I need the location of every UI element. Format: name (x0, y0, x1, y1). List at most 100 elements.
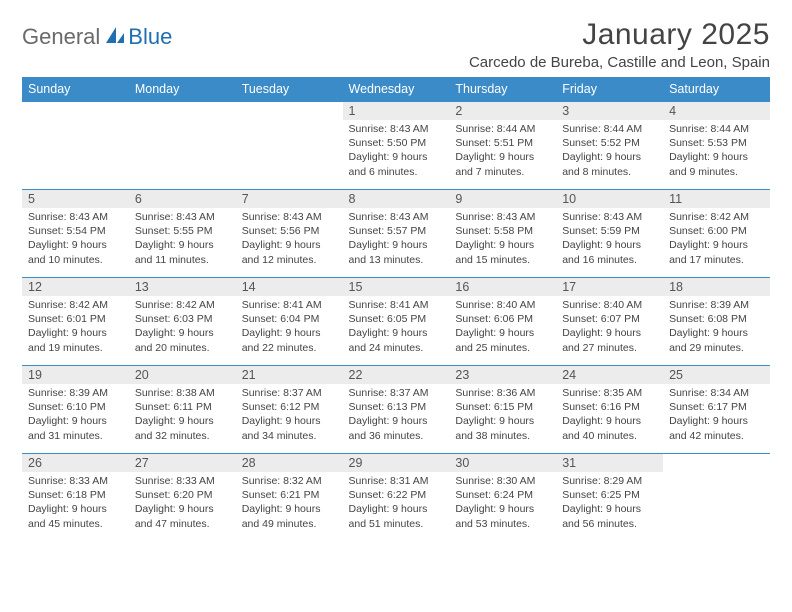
day-data: Sunrise: 8:43 AMSunset: 5:56 PMDaylight:… (236, 208, 343, 271)
daylight-label: Daylight: 9 hours and 6 minutes. (349, 150, 444, 178)
sunset-label: Sunset: 6:11 PM (135, 400, 230, 414)
daylight-label: Daylight: 9 hours and 31 minutes. (28, 414, 123, 442)
sunset-label: Sunset: 6:05 PM (349, 312, 444, 326)
sunset-label: Sunset: 5:55 PM (135, 224, 230, 238)
weekday-header: Sunday (22, 77, 129, 102)
calendar-cell: 29Sunrise: 8:31 AMSunset: 6:22 PMDayligh… (343, 454, 450, 536)
sunrise-label: Sunrise: 8:37 AM (242, 386, 337, 400)
sunrise-label: Sunrise: 8:43 AM (349, 122, 444, 136)
sunset-label: Sunset: 6:20 PM (135, 488, 230, 502)
sunset-label: Sunset: 6:21 PM (242, 488, 337, 502)
day-number: 12 (22, 278, 129, 296)
calendar-cell: 30Sunrise: 8:30 AMSunset: 6:24 PMDayligh… (449, 454, 556, 536)
sunset-label: Sunset: 6:22 PM (349, 488, 444, 502)
daylight-label: Daylight: 9 hours and 32 minutes. (135, 414, 230, 442)
day-data: Sunrise: 8:43 AMSunset: 5:59 PMDaylight:… (556, 208, 663, 271)
sunset-label: Sunset: 6:00 PM (669, 224, 764, 238)
daylight-label: Daylight: 9 hours and 36 minutes. (349, 414, 444, 442)
daylight-label: Daylight: 9 hours and 45 minutes. (28, 502, 123, 530)
sunset-label: Sunset: 5:57 PM (349, 224, 444, 238)
day-number: 2 (449, 102, 556, 120)
calendar-cell (236, 102, 343, 190)
sunrise-label: Sunrise: 8:44 AM (669, 122, 764, 136)
calendar-cell: 27Sunrise: 8:33 AMSunset: 6:20 PMDayligh… (129, 454, 236, 536)
day-number: 22 (343, 366, 450, 384)
day-number: 21 (236, 366, 343, 384)
daylight-label: Daylight: 9 hours and 25 minutes. (455, 326, 550, 354)
weekday-header: Monday (129, 77, 236, 102)
daylight-label: Daylight: 9 hours and 19 minutes. (28, 326, 123, 354)
sunset-label: Sunset: 5:50 PM (349, 136, 444, 150)
calendar-cell: 10Sunrise: 8:43 AMSunset: 5:59 PMDayligh… (556, 190, 663, 278)
calendar-cell: 3Sunrise: 8:44 AMSunset: 5:52 PMDaylight… (556, 102, 663, 190)
day-number: 17 (556, 278, 663, 296)
calendar-cell (663, 454, 770, 536)
logo: General Blue (22, 18, 172, 50)
day-data: Sunrise: 8:40 AMSunset: 6:07 PMDaylight:… (556, 296, 663, 359)
calendar-cell: 23Sunrise: 8:36 AMSunset: 6:15 PMDayligh… (449, 366, 556, 454)
day-data: Sunrise: 8:43 AMSunset: 5:50 PMDaylight:… (343, 120, 450, 183)
calendar-cell (129, 102, 236, 190)
sunrise-label: Sunrise: 8:36 AM (455, 386, 550, 400)
logo-text-blue: Blue (128, 24, 172, 50)
sunrise-label: Sunrise: 8:43 AM (242, 210, 337, 224)
sunrise-label: Sunrise: 8:43 AM (28, 210, 123, 224)
daylight-label: Daylight: 9 hours and 53 minutes. (455, 502, 550, 530)
day-number: 31 (556, 454, 663, 472)
day-data: Sunrise: 8:39 AMSunset: 6:10 PMDaylight:… (22, 384, 129, 447)
calendar-cell: 26Sunrise: 8:33 AMSunset: 6:18 PMDayligh… (22, 454, 129, 536)
day-number: 5 (22, 190, 129, 208)
day-data: Sunrise: 8:44 AMSunset: 5:51 PMDaylight:… (449, 120, 556, 183)
daylight-label: Daylight: 9 hours and 51 minutes. (349, 502, 444, 530)
day-data: Sunrise: 8:42 AMSunset: 6:00 PMDaylight:… (663, 208, 770, 271)
sunset-label: Sunset: 5:52 PM (562, 136, 657, 150)
day-number: 23 (449, 366, 556, 384)
daylight-label: Daylight: 9 hours and 13 minutes. (349, 238, 444, 266)
location-label: Carcedo de Bureba, Castille and Leon, Sp… (469, 54, 770, 71)
sunset-label: Sunset: 6:24 PM (455, 488, 550, 502)
day-data: Sunrise: 8:37 AMSunset: 6:13 PMDaylight:… (343, 384, 450, 447)
sunset-label: Sunset: 6:25 PM (562, 488, 657, 502)
day-number: 20 (129, 366, 236, 384)
daylight-label: Daylight: 9 hours and 22 minutes. (242, 326, 337, 354)
sunset-label: Sunset: 6:12 PM (242, 400, 337, 414)
day-number: 30 (449, 454, 556, 472)
sunrise-label: Sunrise: 8:40 AM (562, 298, 657, 312)
weekday-header: Saturday (663, 77, 770, 102)
sunrise-label: Sunrise: 8:42 AM (28, 298, 123, 312)
logo-text-general: General (22, 24, 100, 50)
day-data: Sunrise: 8:36 AMSunset: 6:15 PMDaylight:… (449, 384, 556, 447)
calendar-cell: 20Sunrise: 8:38 AMSunset: 6:11 PMDayligh… (129, 366, 236, 454)
day-number: 9 (449, 190, 556, 208)
sunset-label: Sunset: 5:59 PM (562, 224, 657, 238)
day-number: 3 (556, 102, 663, 120)
day-number: 13 (129, 278, 236, 296)
sunrise-label: Sunrise: 8:32 AM (242, 474, 337, 488)
calendar-cell: 4Sunrise: 8:44 AMSunset: 5:53 PMDaylight… (663, 102, 770, 190)
sunset-label: Sunset: 6:13 PM (349, 400, 444, 414)
daylight-label: Daylight: 9 hours and 27 minutes. (562, 326, 657, 354)
day-number: 7 (236, 190, 343, 208)
daylight-label: Daylight: 9 hours and 12 minutes. (242, 238, 337, 266)
logo-sail-icon (104, 25, 126, 50)
daylight-label: Daylight: 9 hours and 34 minutes. (242, 414, 337, 442)
sunrise-label: Sunrise: 8:44 AM (455, 122, 550, 136)
day-number: 16 (449, 278, 556, 296)
daylight-label: Daylight: 9 hours and 16 minutes. (562, 238, 657, 266)
calendar-cell: 5Sunrise: 8:43 AMSunset: 5:54 PMDaylight… (22, 190, 129, 278)
day-data: Sunrise: 8:33 AMSunset: 6:20 PMDaylight:… (129, 472, 236, 535)
daylight-label: Daylight: 9 hours and 47 minutes. (135, 502, 230, 530)
day-number: 24 (556, 366, 663, 384)
sunrise-label: Sunrise: 8:39 AM (28, 386, 123, 400)
sunset-label: Sunset: 6:06 PM (455, 312, 550, 326)
weekday-header: Wednesday (343, 77, 450, 102)
daylight-label: Daylight: 9 hours and 42 minutes. (669, 414, 764, 442)
day-number: 26 (22, 454, 129, 472)
daylight-label: Daylight: 9 hours and 29 minutes. (669, 326, 764, 354)
sunset-label: Sunset: 6:16 PM (562, 400, 657, 414)
calendar-cell: 15Sunrise: 8:41 AMSunset: 6:05 PMDayligh… (343, 278, 450, 366)
day-number: 14 (236, 278, 343, 296)
calendar-cell (22, 102, 129, 190)
day-data: Sunrise: 8:44 AMSunset: 5:52 PMDaylight:… (556, 120, 663, 183)
day-number: 27 (129, 454, 236, 472)
